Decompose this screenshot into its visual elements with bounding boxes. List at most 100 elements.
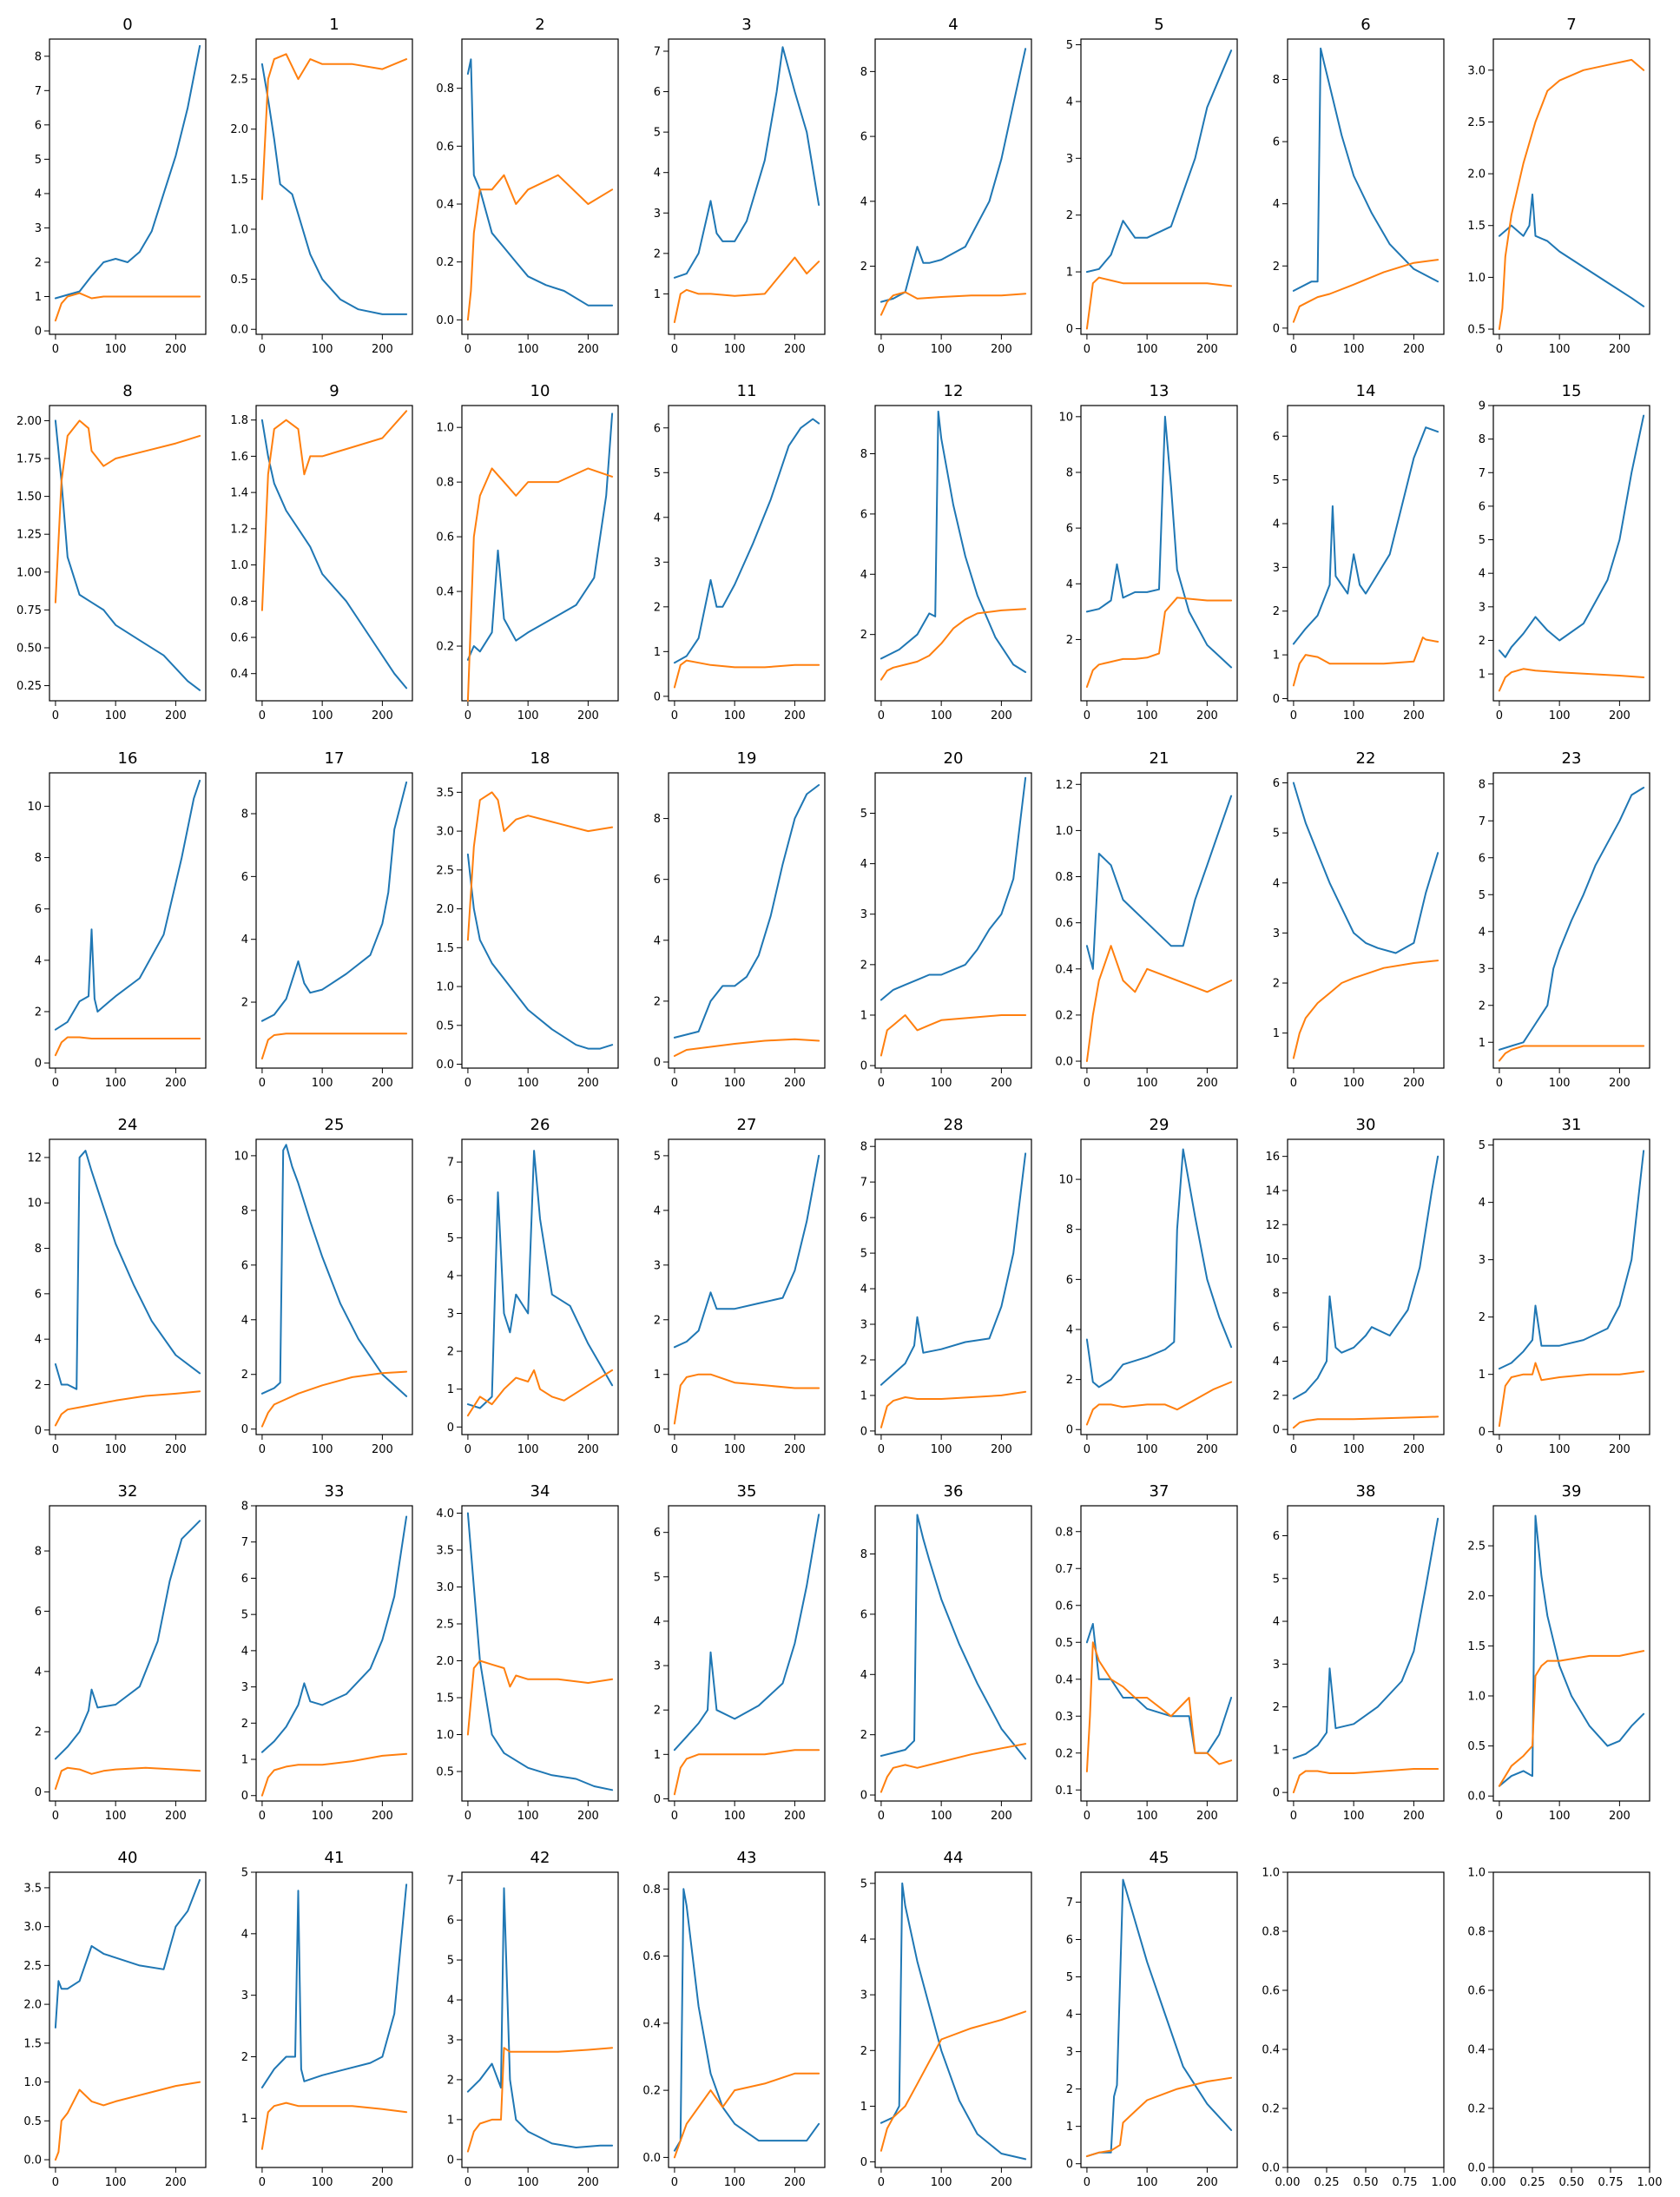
series-1-line [880, 48, 1027, 303]
axes-frame [255, 38, 413, 335]
y-tick-label: 0.4 [230, 668, 248, 681]
x-tick-label: 100 [312, 709, 333, 722]
series-1-line [1498, 787, 1645, 1051]
y-tick-label: 0 [1273, 1787, 1280, 1800]
series-1-line [1085, 415, 1233, 669]
y-tick-label: 1.6 [230, 451, 248, 464]
x-tick-label: 200 [1196, 1443, 1218, 1456]
series-2-line [54, 1766, 201, 1791]
x-tick-label: 0 [1084, 1077, 1090, 1090]
x-tick-label: 100 [1136, 1810, 1158, 1823]
axes-frame [255, 1505, 413, 1802]
y-tick-label: 7 [447, 1157, 454, 1170]
y-tick-label: 1.2 [230, 523, 248, 536]
x-tick-label: 100 [1343, 1810, 1365, 1823]
series-1-line [1085, 49, 1233, 274]
series-1-line [673, 1888, 820, 2152]
x-tick-label: 100 [312, 343, 333, 356]
axes-frame [668, 1505, 826, 1802]
y-tick-label: 0.6 [230, 631, 248, 644]
subplot-title: 0 [122, 16, 132, 34]
y-tick-label: 0 [654, 1423, 661, 1436]
x-tick-label: 0 [1290, 1443, 1297, 1456]
axes-frame [461, 1871, 619, 2168]
y-tick-label: 5 [1273, 828, 1280, 841]
subplot-title: 31 [1562, 1116, 1582, 1134]
y-tick-label: 1.0 [1055, 825, 1073, 838]
y-tick-label: 2 [1273, 1701, 1280, 1714]
series-1-line [54, 1520, 201, 1760]
subplot-title: 30 [1356, 1116, 1376, 1134]
y-tick-label: 0.0 [436, 1059, 454, 1072]
x-tick-label: 100 [1136, 2176, 1158, 2189]
y-tick-label: 3.5 [436, 1545, 454, 1558]
x-tick-label: 0 [1084, 343, 1090, 356]
x-tick-label: 100 [105, 2176, 127, 2189]
y-tick-label: 3 [1273, 1659, 1280, 1672]
axes-frame [255, 405, 413, 702]
series-2-line [673, 2072, 820, 2159]
series-2-line [466, 1369, 614, 1417]
axes-frame [1080, 38, 1238, 335]
x-tick-label: 200 [372, 1810, 393, 1823]
y-tick-label: 4 [860, 195, 867, 208]
x-tick-label: 100 [1549, 1077, 1571, 1090]
y-tick-label: 2 [654, 1314, 661, 1327]
y-tick-label: 6 [35, 1288, 42, 1301]
axes-frame [1287, 1505, 1445, 1802]
x-tick-label: 0 [878, 1810, 885, 1823]
y-tick-label: 4 [654, 934, 661, 947]
y-tick-label: 2 [35, 1726, 42, 1739]
x-tick-label: 100 [517, 1810, 539, 1823]
subplot-title: 10 [530, 382, 550, 400]
series-1-line [1292, 1517, 1440, 1759]
y-tick-label: 2 [1066, 209, 1073, 222]
x-tick-label: 0 [1496, 1443, 1503, 1456]
subplot-title: 19 [737, 749, 757, 768]
series-1-line [466, 1512, 614, 1791]
y-tick-label: 2 [241, 1718, 248, 1731]
series-2-line [1292, 637, 1440, 687]
y-tick-label: 10 [1265, 1253, 1280, 1266]
subplot-title: 37 [1150, 1482, 1169, 1501]
y-tick-label: 0 [860, 1060, 867, 1073]
y-tick-label: 0.5 [1055, 1637, 1073, 1650]
x-tick-label: 0 [1084, 1810, 1090, 1823]
x-tick-label: 1.00 [1637, 2176, 1663, 2189]
x-tick-label: 0 [259, 1077, 266, 1090]
y-tick-label: 5 [654, 127, 661, 140]
y-tick-label: 4 [1479, 568, 1486, 581]
subplot-title: 14 [1356, 382, 1376, 400]
x-tick-label: 0.50 [1354, 2176, 1379, 2189]
axes-frame [49, 772, 207, 1069]
y-tick-label: 1.8 [230, 414, 248, 427]
x-tick-label: 100 [517, 343, 539, 356]
axes-frame [461, 405, 619, 702]
y-tick-label: 1 [1273, 1027, 1280, 1040]
x-tick-label: 200 [991, 1443, 1012, 1456]
y-tick-label: 4 [1273, 877, 1280, 890]
x-tick-label: 100 [517, 1077, 539, 1090]
series-2-line [880, 1743, 1027, 1793]
y-tick-label: 7 [241, 1536, 248, 1549]
series-1-line [1498, 1514, 1645, 1787]
y-tick-label: 10 [27, 801, 42, 814]
series-2-line [54, 292, 201, 322]
y-tick-label: 0.1 [1055, 1785, 1073, 1798]
y-tick-label: 8 [35, 852, 42, 865]
series-1-line [1085, 1878, 1233, 2158]
axes-frame [255, 1138, 413, 1435]
y-tick-label: 6 [654, 1527, 661, 1540]
x-tick-label: 0 [52, 2176, 59, 2189]
series-2-line [880, 1014, 1027, 1057]
y-tick-label: 8 [241, 808, 248, 821]
x-tick-label: 0 [52, 343, 59, 356]
y-tick-label: 5 [654, 1150, 661, 1163]
series-2-line [260, 410, 408, 611]
x-tick-label: 200 [784, 343, 806, 356]
subplot-title: 18 [530, 749, 550, 768]
y-tick-label: 6 [1273, 1322, 1280, 1335]
x-tick-label: 100 [1343, 343, 1365, 356]
empty-subplot: 0.00 0.25 0.50 0.75 1.00 0.0 0.2 0.4 0.6 0.8 1.0 [1262, 1867, 1456, 2190]
